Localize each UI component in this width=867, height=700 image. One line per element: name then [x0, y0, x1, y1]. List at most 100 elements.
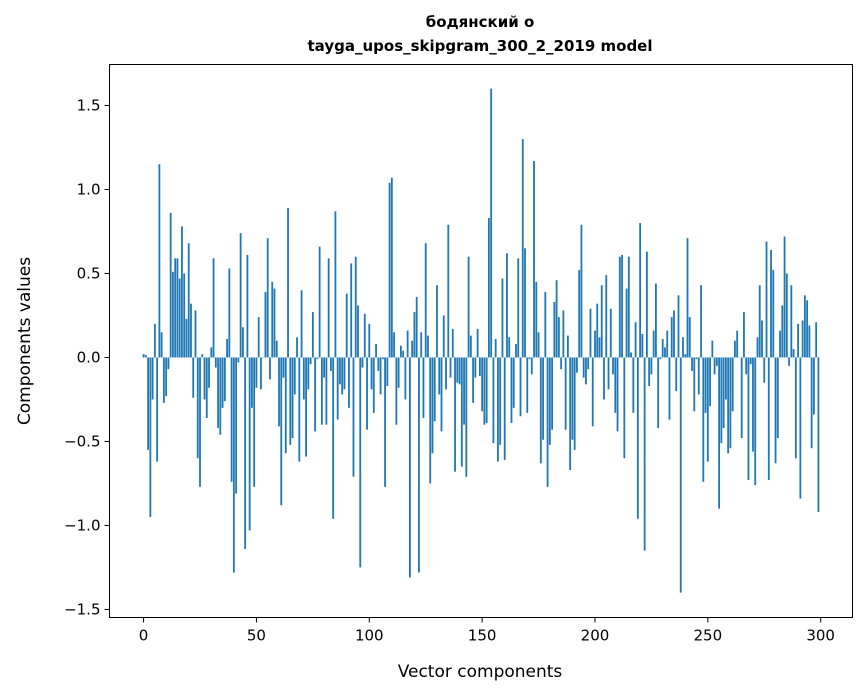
bar [454, 357, 456, 471]
bar [276, 341, 278, 358]
x-tick-label: 50 [247, 627, 266, 645]
bar [603, 357, 605, 399]
y-tick-label: 0.5 [77, 264, 101, 282]
bar [635, 322, 637, 357]
bar [608, 357, 610, 389]
bar [621, 255, 623, 357]
bar [542, 357, 544, 439]
bar [251, 357, 253, 407]
bar [529, 357, 531, 359]
bar [287, 208, 289, 358]
bar [775, 357, 777, 463]
bar [576, 357, 578, 372]
bar [619, 257, 621, 358]
bar [513, 357, 515, 407]
bar [754, 357, 756, 485]
bar [319, 247, 321, 358]
bar [601, 285, 603, 357]
bar [675, 357, 677, 391]
bar [693, 357, 695, 411]
x-tick-label: 300 [806, 627, 835, 645]
bar [748, 357, 750, 480]
bar [314, 357, 316, 431]
bar [777, 357, 779, 438]
bar [411, 341, 413, 358]
bar [154, 324, 156, 358]
bar [258, 317, 260, 357]
bar [147, 357, 149, 449]
bar [797, 324, 799, 358]
bar [698, 357, 700, 394]
bar [461, 357, 463, 466]
bar [436, 285, 438, 357]
bar [680, 357, 682, 592]
bar [253, 357, 255, 486]
bar [283, 357, 285, 377]
bar [303, 357, 305, 399]
bar [377, 357, 379, 370]
bar [499, 357, 501, 444]
chart-title-line2: tayga_upos_skipgram_300_2_2019 model [308, 37, 653, 55]
bar [630, 352, 632, 357]
bar [669, 357, 671, 419]
bar [522, 139, 524, 357]
bar [725, 357, 727, 399]
bar [210, 347, 212, 357]
x-tick-label: 250 [694, 627, 723, 645]
bar [298, 357, 300, 461]
bar [617, 357, 619, 431]
bar [172, 272, 174, 358]
bar [407, 331, 409, 358]
bar [565, 357, 567, 429]
bar [720, 357, 722, 443]
bar [373, 357, 375, 412]
bar [246, 255, 248, 357]
bar [732, 357, 734, 411]
bar [434, 357, 436, 421]
bar [179, 279, 181, 358]
bar [301, 290, 303, 357]
bar [382, 357, 384, 359]
bar [515, 344, 517, 357]
bar [445, 357, 447, 389]
bar [495, 339, 497, 357]
bar [587, 357, 589, 369]
bar [432, 357, 434, 453]
bar [183, 273, 185, 357]
bar [242, 327, 244, 357]
bar [204, 357, 206, 399]
bar [414, 312, 416, 357]
bar [818, 357, 820, 512]
bar [628, 257, 630, 358]
bar [271, 282, 273, 358]
bar [714, 357, 716, 374]
bar [517, 258, 519, 357]
bar [511, 357, 513, 423]
bar [614, 357, 616, 412]
bar [560, 357, 562, 369]
y-axis: −1.5−1.0−0.50.00.51.01.5 [64, 96, 109, 618]
bar [788, 357, 790, 365]
bar [400, 346, 402, 358]
bar [219, 357, 221, 434]
bar [278, 357, 280, 426]
bar [583, 357, 585, 377]
bar [418, 357, 420, 572]
bar [493, 357, 495, 443]
bar [465, 357, 467, 476]
bar [502, 279, 504, 358]
bar [292, 357, 294, 438]
bar [569, 357, 571, 470]
bar [750, 357, 752, 364]
bar [508, 337, 510, 357]
bar [468, 257, 470, 358]
bar [486, 357, 488, 423]
bar [547, 357, 549, 486]
bar [143, 354, 145, 357]
x-axis-label: Vector components [398, 662, 563, 682]
bar [398, 357, 400, 387]
bar [553, 302, 555, 357]
bar [364, 314, 366, 358]
bar [341, 357, 343, 394]
